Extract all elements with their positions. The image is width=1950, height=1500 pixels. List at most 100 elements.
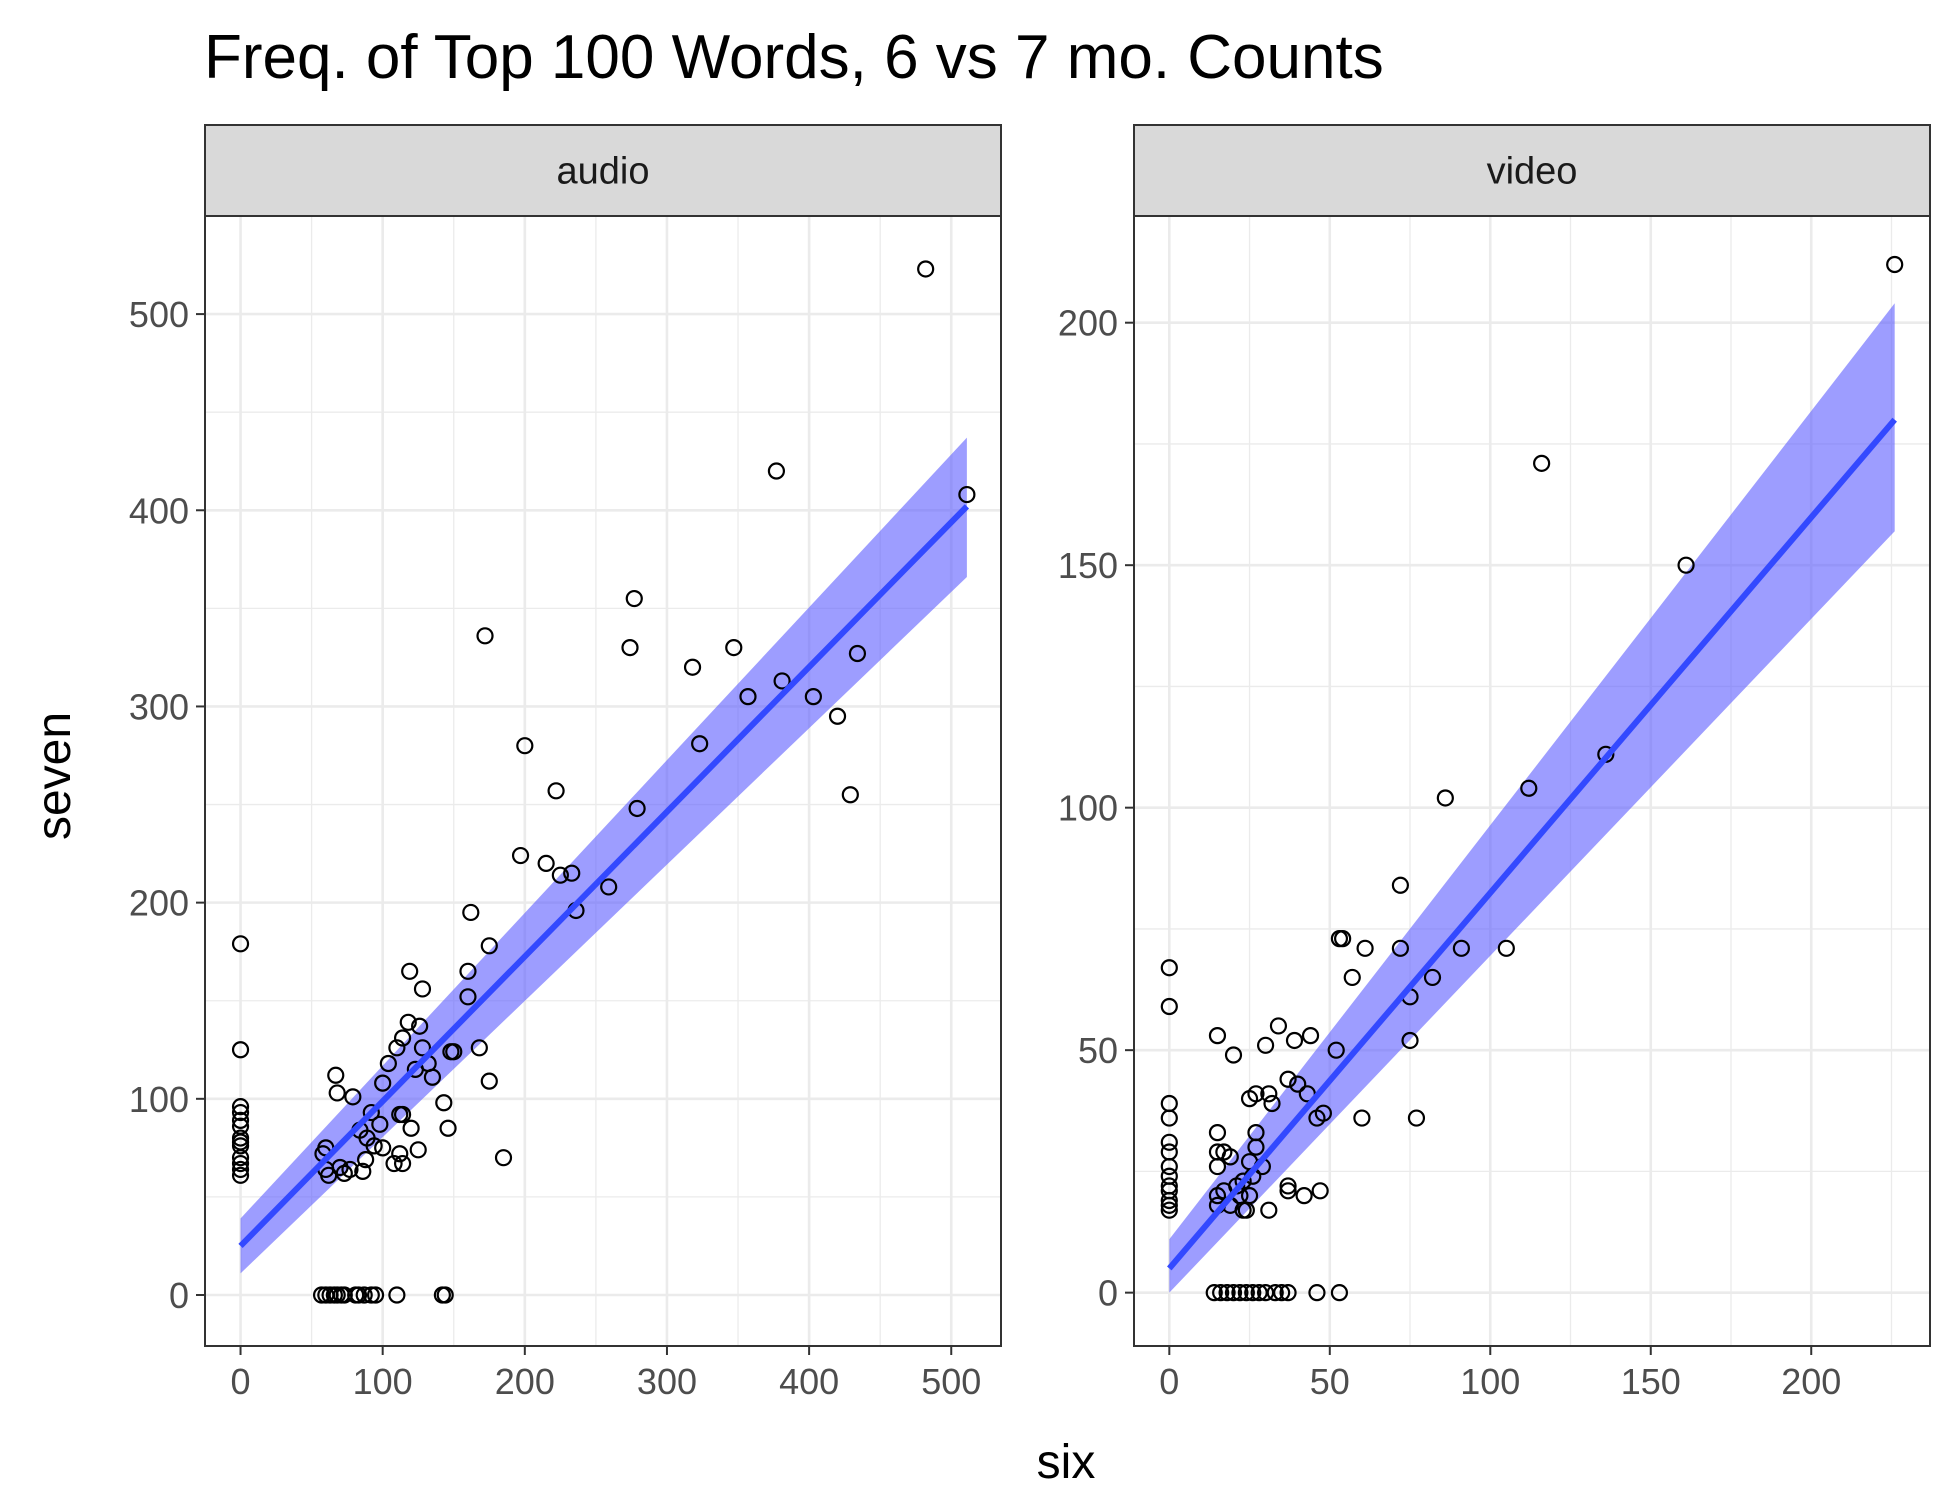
data-point <box>1260 1201 1278 1219</box>
data-point <box>1520 779 1538 797</box>
data-point <box>1533 454 1551 472</box>
data-point <box>1208 1124 1227 1142</box>
data-point <box>366 1286 385 1304</box>
data-point <box>355 1286 373 1304</box>
y-tick-label: 0 <box>169 1275 189 1316</box>
data-point <box>445 1043 463 1061</box>
x-tick-label: 200 <box>495 1361 555 1402</box>
data-point <box>1330 1284 1349 1302</box>
data-point <box>1260 1085 1278 1103</box>
facet-strip-label: audio <box>557 151 650 193</box>
data-point <box>362 1103 380 1122</box>
data-point <box>459 988 477 1006</box>
data-point <box>413 980 432 998</box>
data-point <box>767 462 786 480</box>
data-point <box>1237 1201 1255 1219</box>
data-point <box>1327 1041 1345 1059</box>
data-point <box>401 962 419 980</box>
x-tick-label: 100 <box>353 1361 413 1402</box>
data-point <box>828 707 847 725</box>
data-point <box>551 866 569 884</box>
data-point <box>231 1111 250 1129</box>
panel-border <box>1133 215 1931 1347</box>
data-point <box>1279 1284 1297 1302</box>
y-tick-label: 300 <box>129 686 189 727</box>
data-point <box>344 1088 362 1106</box>
data-point <box>435 1094 453 1112</box>
data-point <box>600 878 618 896</box>
data-point <box>1256 1036 1275 1054</box>
chart-title: Freq. of Top 100 Words, 6 vs 7 mo. Count… <box>204 23 1384 92</box>
data-point <box>1212 1284 1230 1302</box>
data-point <box>773 672 791 690</box>
data-point <box>439 1119 457 1137</box>
y-tick-label: 100 <box>129 1079 189 1120</box>
data-point <box>231 1098 250 1116</box>
panel-video: video 0 50 100 150 200 0 50 100 150 200 <box>1058 124 1931 1402</box>
data-point <box>1160 1201 1178 1219</box>
data-point <box>1244 1284 1262 1302</box>
x-tick-label: 50 <box>1310 1361 1350 1402</box>
data-point <box>1240 1090 1259 1108</box>
data-point <box>1391 939 1410 957</box>
data-point <box>1295 1187 1313 1205</box>
x-tick-label: 100 <box>1460 1361 1520 1402</box>
x-tick-label: 200 <box>1781 1361 1841 1402</box>
y-tick-label: 400 <box>129 490 189 531</box>
data-point <box>436 1286 454 1304</box>
data-point <box>231 1103 250 1122</box>
data-point <box>391 1145 409 1163</box>
data-point <box>1231 1284 1249 1302</box>
data-point <box>379 1054 397 1073</box>
data-point <box>739 688 757 706</box>
data-point <box>328 1286 346 1304</box>
data-point <box>1279 1070 1297 1088</box>
data-point <box>1308 1284 1326 1302</box>
data-point <box>231 1041 250 1059</box>
data-point <box>511 846 530 865</box>
data-point <box>1279 1177 1297 1195</box>
facet-strip <box>1133 124 1931 217</box>
data-point <box>399 1013 417 1031</box>
data-point <box>476 627 494 645</box>
data-point <box>1208 1157 1227 1176</box>
x-tick-label: 0 <box>1159 1361 1179 1402</box>
data-point <box>625 589 643 608</box>
data-point <box>328 1084 346 1102</box>
y-tick-label: 0 <box>1098 1273 1118 1314</box>
data-point <box>423 1068 442 1086</box>
data-point <box>1224 1046 1243 1064</box>
data-point <box>1677 556 1695 574</box>
data-point <box>385 1154 403 1173</box>
data-point <box>354 1162 372 1180</box>
data-point <box>231 1149 250 1167</box>
x-tick-label: 400 <box>779 1361 839 1402</box>
y-tick-label: 50 <box>1078 1030 1118 1071</box>
x-axis-title: six <box>1037 1436 1096 1489</box>
data-point <box>231 1154 250 1173</box>
data-point <box>231 1160 250 1179</box>
data-point <box>459 962 477 980</box>
regression-line <box>238 504 970 1249</box>
data-point <box>470 1039 488 1057</box>
data-point <box>357 1151 375 1169</box>
data-point <box>409 1141 427 1159</box>
data-point <box>1279 1182 1297 1200</box>
x-tick-label: 0 <box>231 1361 251 1402</box>
data-point <box>547 782 565 800</box>
y-tick-label: 100 <box>1058 788 1118 829</box>
data-point <box>1160 1157 1178 1176</box>
facet-strip <box>204 124 1002 217</box>
data-point <box>1423 968 1442 987</box>
data-point <box>1353 1109 1371 1127</box>
x-tick-label: 500 <box>921 1361 981 1402</box>
panel-audio: audio 0 100 200 300 400 500 0 100 200 300 400 500 <box>129 124 1002 1402</box>
data-point <box>231 1166 250 1184</box>
data-point <box>1452 939 1470 957</box>
confidence-band <box>1169 303 1895 1293</box>
y-axis-title: seven <box>28 712 81 840</box>
x-tick-label: 300 <box>637 1361 697 1402</box>
data-point <box>1160 1191 1178 1210</box>
data-point <box>917 260 935 278</box>
